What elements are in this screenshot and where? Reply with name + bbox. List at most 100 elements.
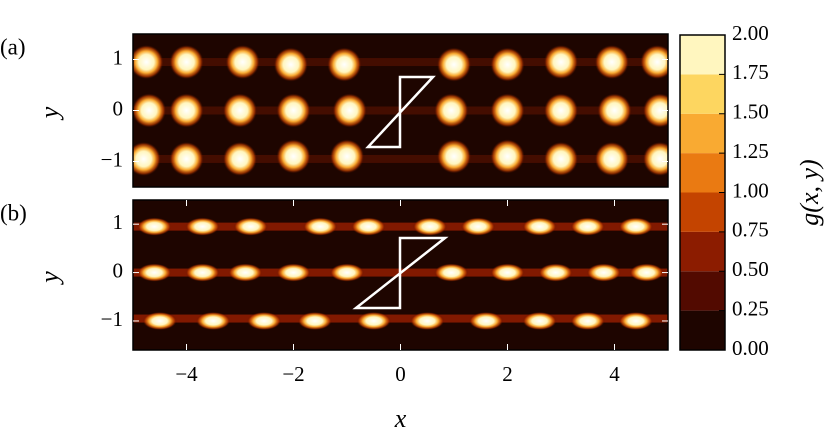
colorbar-segment (680, 113, 725, 154)
colorbar-segment (680, 231, 725, 272)
density-peak (169, 93, 204, 128)
density-peak (137, 217, 172, 236)
density-peak (351, 217, 386, 236)
colorbar-tick-label: 1.50 (732, 100, 769, 124)
density-peak (276, 263, 311, 282)
density-peak (332, 93, 367, 128)
density-peak (570, 311, 605, 330)
density-peak (185, 263, 220, 282)
density-peak (522, 311, 557, 330)
density-peak (544, 93, 578, 128)
density-peak (490, 139, 525, 174)
y-tick-label: −1 (101, 147, 123, 171)
density-peak (410, 311, 445, 330)
density-band (133, 58, 668, 67)
x-tick-label: 4 (609, 362, 620, 386)
density-peak (434, 93, 469, 128)
density-peak (544, 141, 578, 176)
density-peak (538, 263, 573, 282)
density-peak (642, 141, 668, 176)
density-peak (330, 139, 364, 174)
density-peak (618, 217, 653, 236)
density-band (133, 154, 668, 163)
colorbar-tick-label: 2.00 (732, 21, 769, 45)
colorbar-tick-label: 0.00 (732, 336, 769, 360)
density-peak (247, 311, 282, 330)
density-peak (185, 217, 220, 236)
y-tick-label: 0 (113, 258, 124, 282)
density-peak (356, 311, 391, 330)
density-peak (469, 311, 504, 330)
colorbar-tick-label: 0.50 (732, 257, 769, 281)
y-tick-label: 1 (113, 45, 124, 69)
panel-label: (a) (0, 34, 26, 59)
density-peak (276, 139, 311, 174)
colorbar-segment (680, 310, 725, 350)
density-peak (223, 141, 257, 176)
density-peak (461, 217, 496, 236)
colorbar-segment (680, 192, 725, 232)
x-tick-label: −4 (175, 362, 198, 386)
density-peak (618, 311, 653, 330)
boundary-shape (365, 75, 436, 149)
panel-label: (b) (0, 200, 27, 225)
y-tick-label: 0 (113, 96, 124, 120)
y-tick-label: 1 (113, 210, 124, 234)
density-peak (490, 263, 525, 282)
colorbar-segment (680, 153, 725, 193)
density-peak (233, 217, 268, 236)
density-peak (490, 93, 525, 128)
colorbar-tick-label: 1.75 (732, 60, 769, 84)
colorbar-tick-label: 0.75 (732, 218, 769, 242)
density-peak (629, 263, 664, 282)
density-peak (142, 311, 177, 330)
density-peak (412, 217, 447, 236)
colorbar-segment (680, 271, 725, 311)
y-axis-label: y (35, 106, 64, 121)
colorbar-tick-label: 1.00 (732, 178, 769, 202)
density-peak (137, 263, 172, 282)
x-tick-label: 0 (395, 362, 406, 386)
density-peak (594, 45, 629, 80)
density-peak (169, 45, 204, 80)
density-peak (133, 45, 164, 80)
density-peak (297, 311, 332, 330)
density-peak (196, 311, 231, 330)
density-peak (228, 263, 263, 282)
colorbar-tick-label: 0.25 (732, 296, 769, 320)
x-tick-label: 2 (502, 362, 513, 386)
density-peak (640, 45, 668, 80)
density-peak (133, 93, 167, 128)
density-peak (490, 47, 525, 82)
colorbar-segment (680, 35, 725, 75)
density-peak (225, 45, 260, 80)
density-band (133, 314, 668, 323)
density-peak (330, 263, 364, 282)
density-peak (586, 263, 621, 282)
density-peak (522, 217, 557, 236)
y-axis-label: y (35, 271, 64, 286)
density-peak (570, 217, 605, 236)
density-peak (223, 93, 257, 128)
colorbar-segment (680, 74, 725, 114)
density-peak (437, 47, 471, 82)
density-peak (169, 141, 204, 176)
density-peak (434, 263, 469, 282)
x-axis-label: x (394, 404, 407, 433)
density-peak (642, 93, 668, 128)
density-peak (276, 93, 311, 128)
density-peak (437, 139, 471, 174)
y-tick-label: −1 (101, 307, 123, 331)
heatmap-layer (133, 45, 668, 176)
boundary-shape (352, 236, 449, 310)
colorbar-tick-label: 1.25 (732, 139, 769, 163)
density-peak (133, 141, 161, 176)
x-tick-label: −2 (282, 362, 304, 386)
heatmap-layer (133, 217, 668, 330)
density-peak (594, 141, 629, 176)
density-peak (544, 45, 578, 80)
density-peak (273, 47, 308, 82)
density-peak (597, 93, 632, 128)
